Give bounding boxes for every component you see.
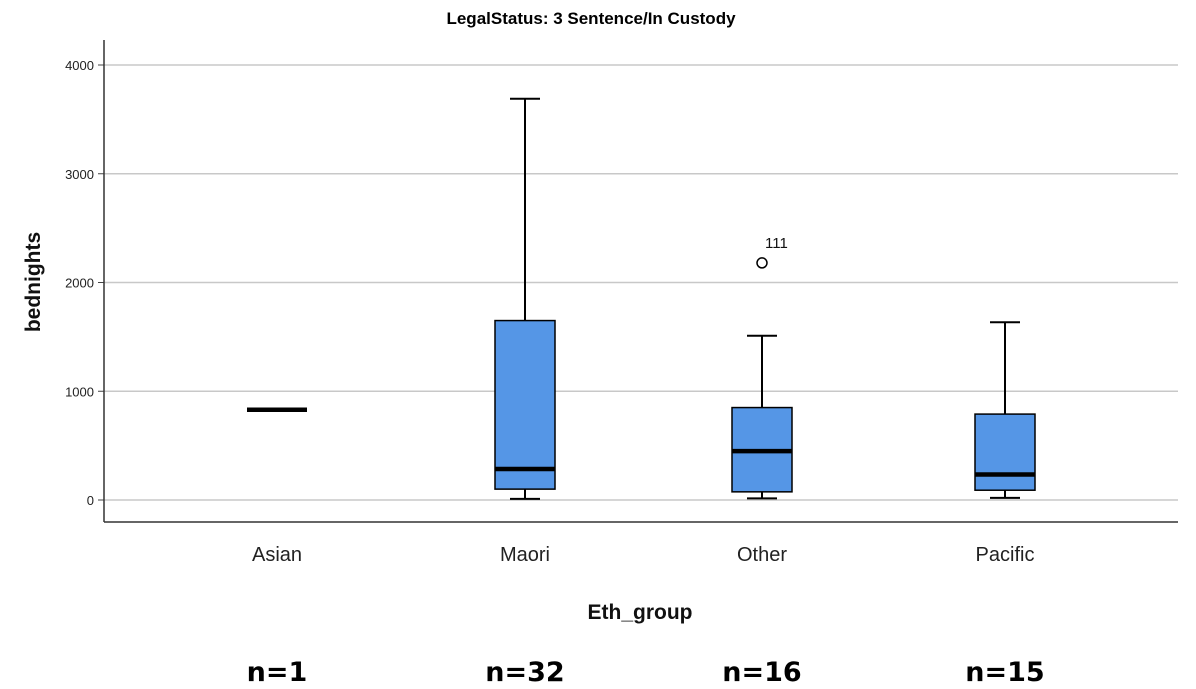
y-tick-label-2: 2000 (65, 276, 94, 291)
n-label-pacific: n=15 (965, 657, 1044, 688)
y-tick-label-4: 4000 (65, 58, 94, 73)
y-tick-label-0: 0 (87, 493, 94, 508)
x-category-maori: Maori (500, 544, 550, 566)
x-category-labels: Asian Maori Other Pacific (252, 544, 1034, 566)
n-label-maori: n=32 (485, 657, 564, 688)
y-axis-title: bednights (22, 232, 45, 332)
boxes: 111 (247, 99, 1035, 499)
x-category-other: Other (737, 544, 787, 566)
x-category-pacific: Pacific (976, 544, 1035, 566)
n-label-other: n=16 (722, 657, 801, 688)
box-iqr (975, 414, 1035, 490)
chart-title: LegalStatus: 3 Sentence/In Custody (446, 9, 736, 28)
y-tick-labels: 0 1000 2000 3000 4000 (65, 58, 94, 508)
sample-size-labels: n=1 n=32 n=16 n=15 (247, 657, 1045, 688)
y-tick-label-1: 1000 (65, 384, 94, 399)
box-pacific (975, 322, 1035, 498)
x-category-asian: Asian (252, 544, 302, 566)
outlier-label: 111 (765, 235, 788, 252)
box-maori (495, 99, 555, 499)
y-tick-label-3: 3000 (65, 167, 94, 182)
outlier-point (757, 258, 767, 268)
box-iqr (495, 321, 555, 490)
box-other (732, 336, 792, 499)
x-axis-title: Eth_group (588, 601, 693, 624)
n-label-asian: n=1 (247, 657, 308, 688)
